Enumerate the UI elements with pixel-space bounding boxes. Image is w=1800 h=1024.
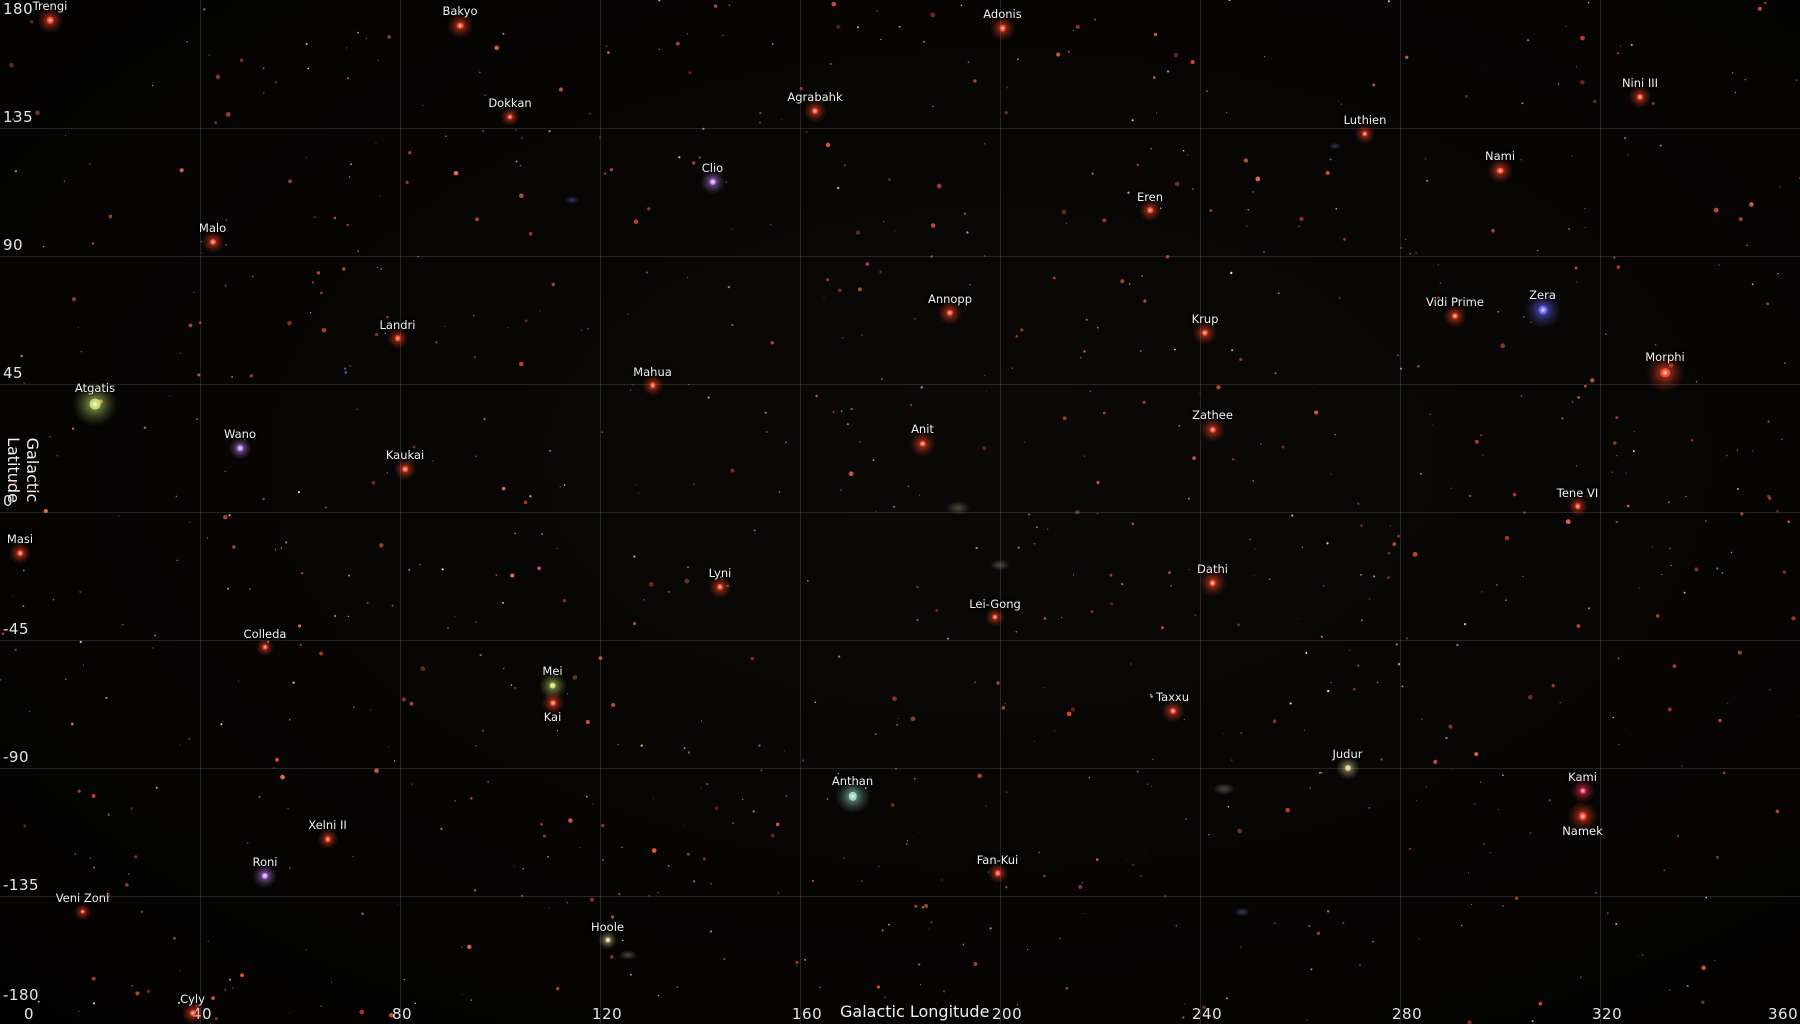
- star-system-label: Atgatis: [74, 380, 116, 395]
- star-system-label: Krup: [1191, 311, 1219, 326]
- y-tick-label: -45: [3, 620, 29, 638]
- star-system-label: Xelni II: [308, 818, 347, 833]
- star-system-label: Dathi: [1197, 561, 1228, 576]
- y-tick-label: 90: [3, 236, 24, 254]
- star-system-label: Veni Zoni: [55, 891, 110, 906]
- star-system-label: Landri: [379, 317, 416, 332]
- star-system-label: Anit: [911, 422, 934, 437]
- star-system-label: Masi: [6, 532, 34, 547]
- y-axis-title: Galactic Latitude: [4, 437, 42, 503]
- star-system-label: Lyni: [708, 566, 732, 581]
- x-tick-label: 0: [24, 1005, 35, 1023]
- star-system-label: Nami: [1484, 149, 1516, 164]
- star-system-label: Annopp: [927, 291, 973, 306]
- y-tick-label: 180: [3, 0, 34, 18]
- star-system-label: Roni: [252, 854, 278, 869]
- star-system-label: Nini III: [1621, 75, 1659, 90]
- star-system-label: Trengi: [32, 0, 68, 13]
- x-tick-label: 200: [992, 1005, 1023, 1023]
- y-tick-label: 45: [3, 364, 24, 382]
- star-system-label: Taxxu: [1155, 690, 1190, 705]
- y-tick-label: -180: [3, 986, 40, 1004]
- star-system-label: Tene VI: [1556, 485, 1599, 500]
- y-tick-label: 0: [3, 492, 14, 510]
- y-tick-label: -90: [3, 748, 29, 766]
- star-system-label: Malo: [198, 220, 227, 235]
- y-tick-label: 135: [3, 108, 34, 126]
- star-system-label: Dokkan: [488, 96, 532, 111]
- x-tick-label: 360: [1768, 1005, 1799, 1023]
- star-system-label: Mei: [542, 664, 563, 679]
- x-tick-label: 160: [792, 1005, 823, 1023]
- star-system-label: Morphi: [1645, 349, 1685, 364]
- star-system-label: Clio: [701, 160, 724, 175]
- star-system-label: Luthien: [1343, 113, 1387, 127]
- x-tick-label: 40: [192, 1005, 213, 1023]
- star-system-label: Eren: [1136, 189, 1164, 204]
- x-axis-title: Galactic Longitude: [840, 1002, 990, 1021]
- star-system-label: Zera: [1529, 287, 1556, 302]
- star-system-label: Colleda: [243, 626, 287, 641]
- x-tick-label: 80: [392, 1005, 413, 1023]
- x-tick-label: 320: [1592, 1005, 1623, 1023]
- star-system-label: Bakyo: [442, 4, 478, 19]
- star-system-label: Lei-Gong: [969, 596, 1021, 611]
- star-system-label: Hoole: [591, 919, 624, 934]
- x-tick-label: 240: [1192, 1005, 1223, 1023]
- star-system-label: Kami: [1568, 769, 1597, 784]
- star-system-label: Anthan: [831, 774, 874, 789]
- star-system-label: Mahua: [633, 364, 672, 379]
- star-system-label: Vidi Prime: [1426, 294, 1484, 309]
- star-system-label: Fan-Kui: [976, 852, 1019, 867]
- star-system-label: Zathee: [1192, 408, 1233, 423]
- x-tick-label: 120: [592, 1005, 623, 1023]
- x-tick-label: 280: [1392, 1005, 1423, 1023]
- star-system-label: Namek: [1562, 824, 1603, 839]
- star-system-label: Judur: [1332, 747, 1363, 761]
- star-system-label: Kaukai: [385, 448, 425, 463]
- y-tick-label: -135: [3, 876, 40, 894]
- star-system-label: Cyly: [180, 991, 205, 1006]
- star-system-label: Adonis: [983, 7, 1022, 22]
- star-system-label: Kai: [543, 709, 562, 724]
- star-system-label: Wano: [223, 427, 257, 442]
- star-system-label: Agrabahk: [787, 89, 843, 104]
